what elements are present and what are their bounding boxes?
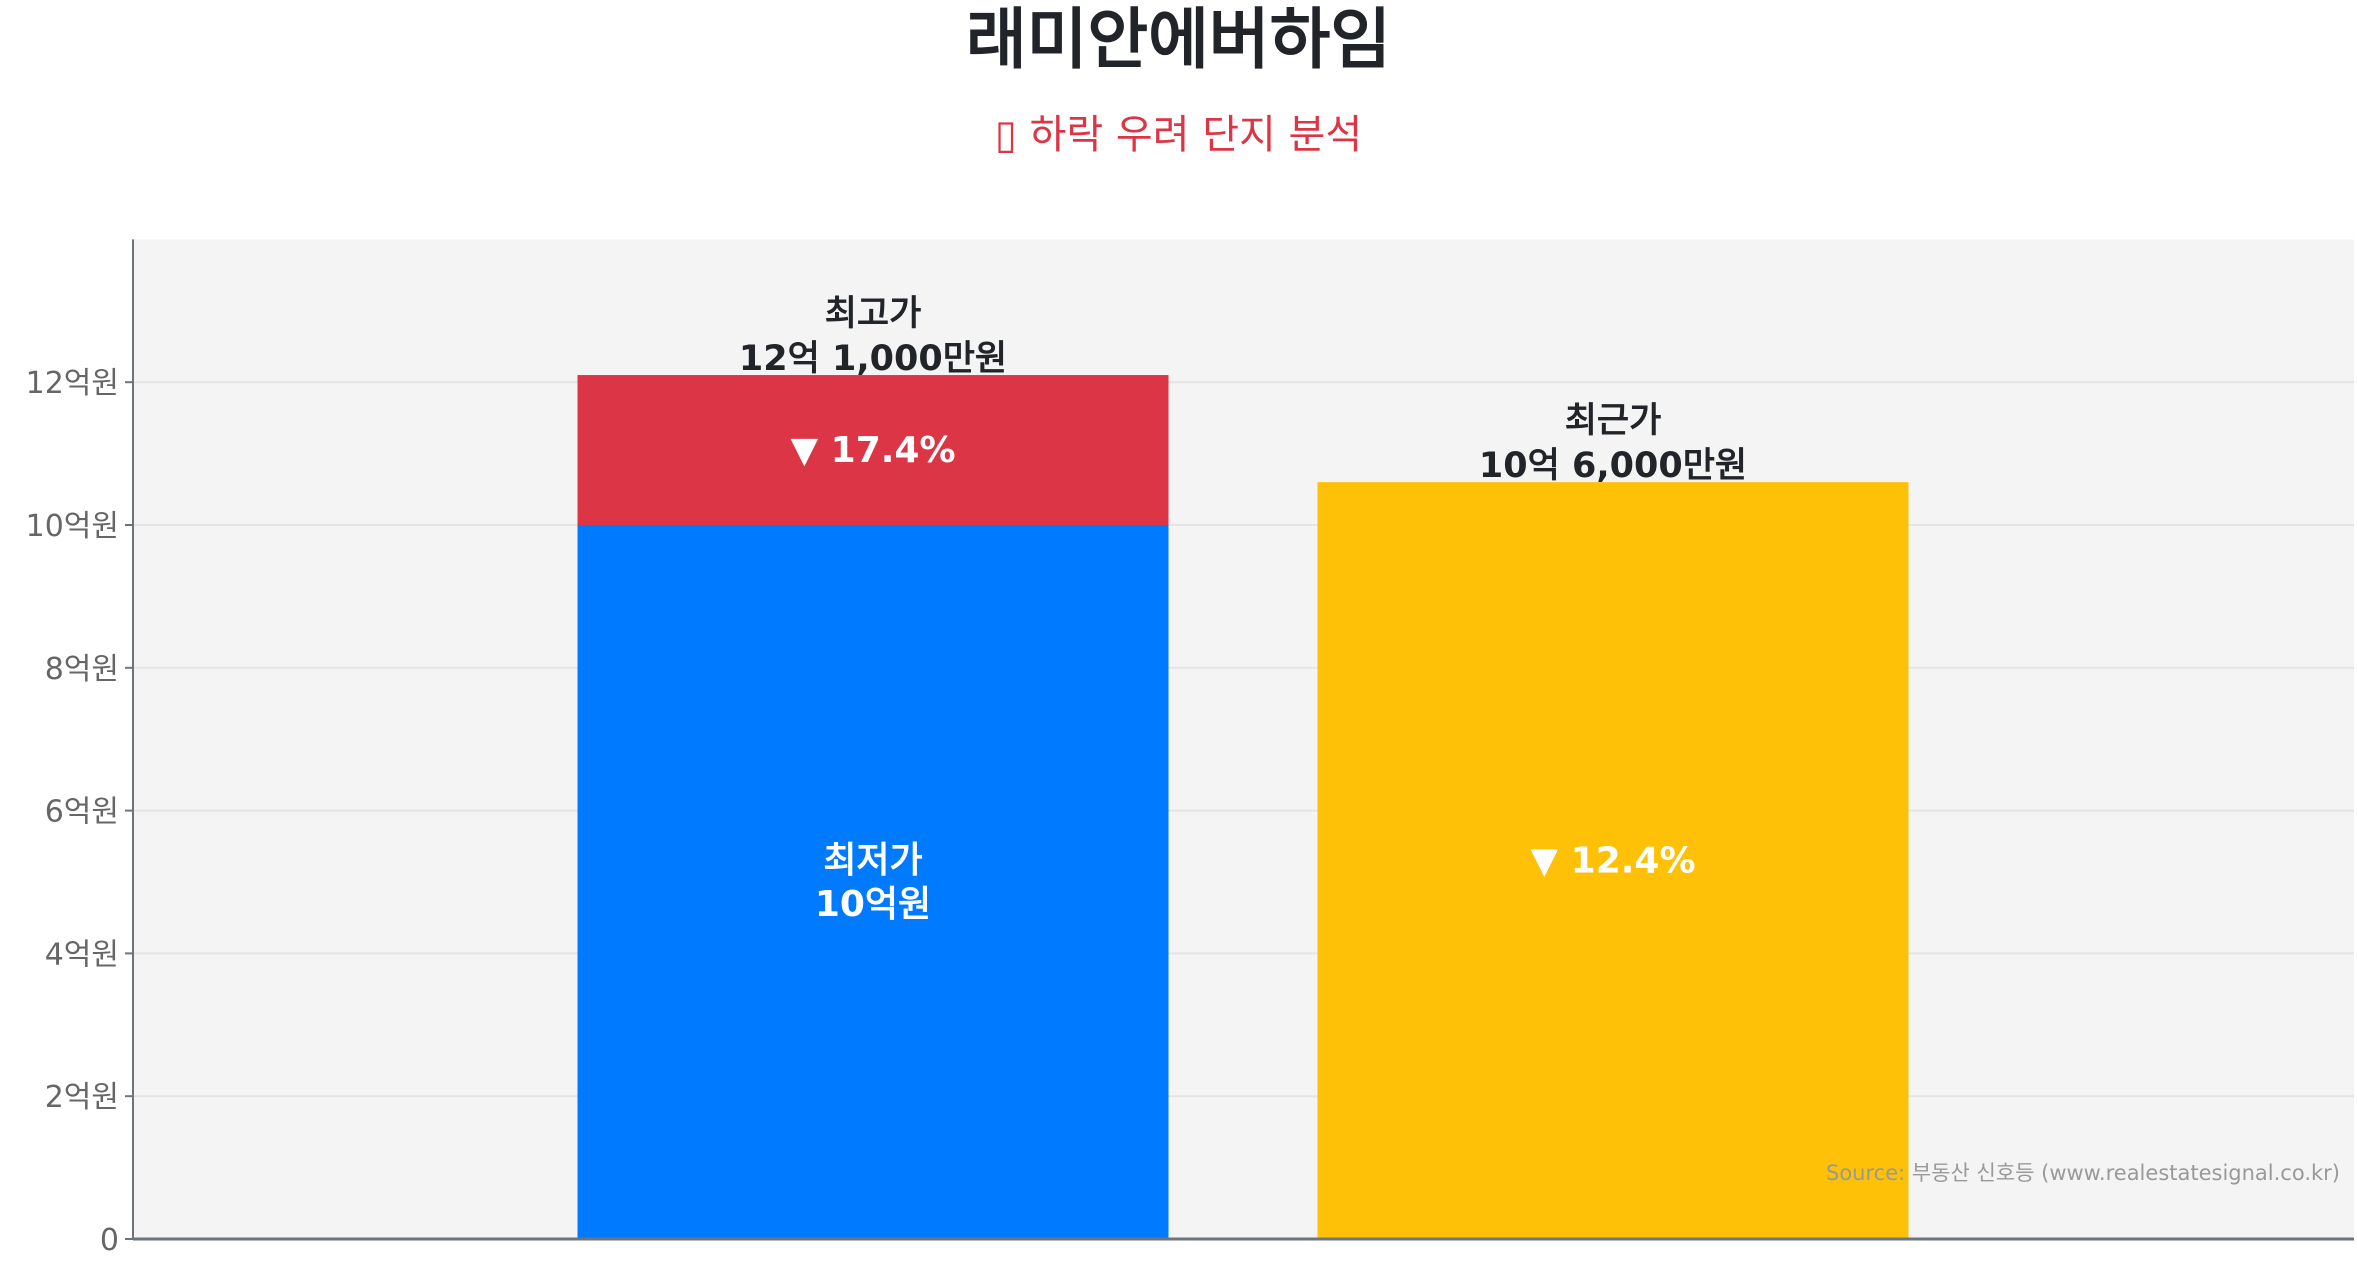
source-credit: Source: 부동산 신호등 (www.realestatesignal.co…	[1826, 1161, 2340, 1185]
y-tick-label: 2억원	[45, 1080, 119, 1115]
y-tick-label: 4억원	[45, 937, 119, 972]
bar-segment-최근가	[1317, 482, 1909, 1239]
y-tick-label: 6억원	[45, 795, 119, 830]
bar-inner-label: ▼ 17.4%	[790, 430, 955, 471]
bar-segment-최고가	[577, 375, 1169, 525]
bar-top-label: 최고가	[825, 294, 922, 334]
bar-inner-label: 최저가	[823, 840, 922, 881]
bar-inner-label: 10억원	[815, 884, 931, 925]
y-tick-label: 8억원	[45, 652, 119, 687]
bar-top-label: 10억 6,000만원	[1479, 446, 1747, 486]
bar-inner-label: ▼ 12.4%	[1530, 841, 1695, 882]
bar-segment-최저가	[577, 525, 1169, 1239]
bar-top-label: 최근가	[1565, 401, 1662, 441]
y-tick-label: 0	[100, 1223, 119, 1258]
bar-top-label: 12억 1,000만원	[739, 339, 1007, 379]
y-tick-label: 12억원	[26, 366, 119, 401]
chart-title: 래미안에버하임	[965, 1, 1392, 78]
plot-background	[133, 239, 2354, 1239]
y-tick-label: 10억원	[26, 509, 119, 544]
chart-subtitle: ▯ 하락 우려 단지 분석	[994, 112, 1363, 158]
